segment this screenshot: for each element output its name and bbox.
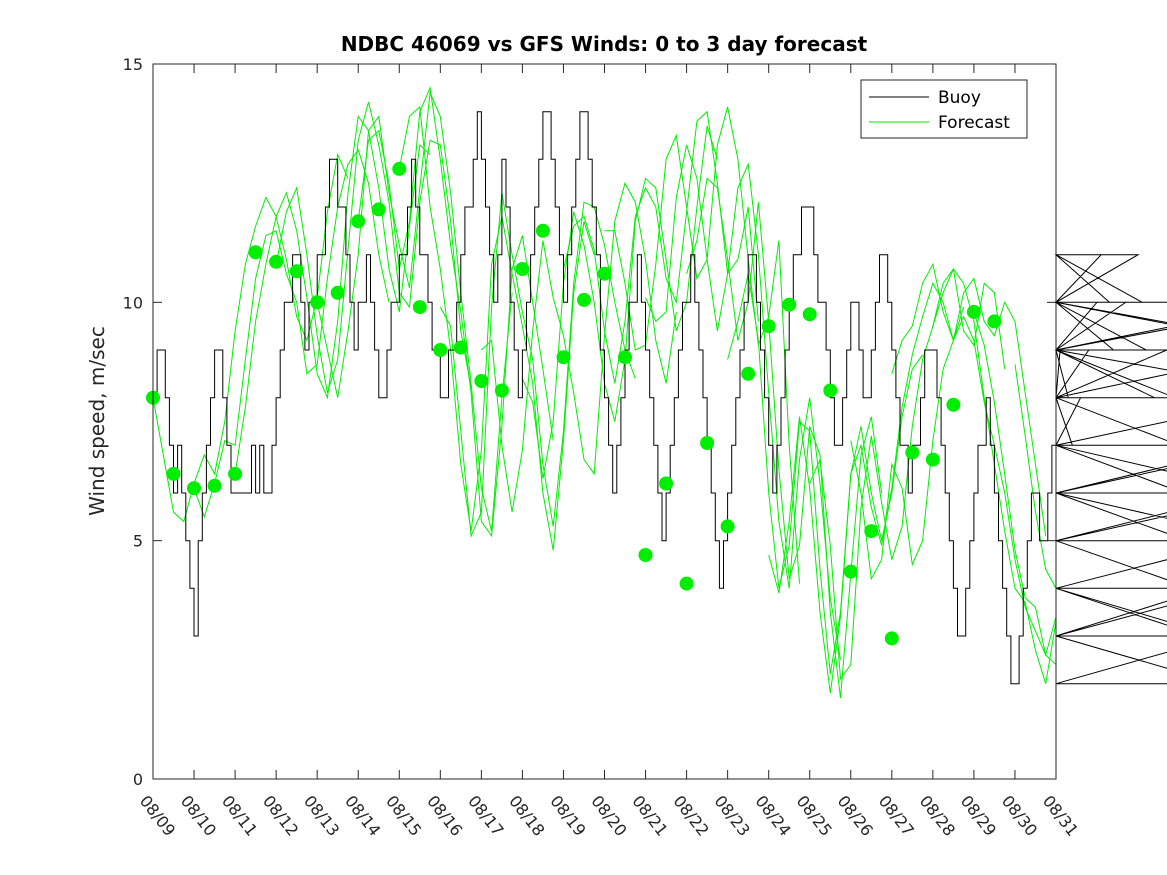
forecast-markers bbox=[146, 161, 1002, 646]
forecast-marker-35 bbox=[864, 524, 879, 539]
forecast-marker-12 bbox=[392, 161, 407, 176]
forecast-marker-32 bbox=[802, 307, 817, 322]
legend: Buoy Forecast bbox=[860, 79, 1028, 139]
forecast-marker-23 bbox=[618, 350, 632, 365]
forecast-marker-8 bbox=[310, 295, 325, 310]
forecast-series bbox=[152, 85, 1057, 699]
plot-area bbox=[153, 64, 1056, 779]
forecast-run-line-6 bbox=[398, 105, 595, 551]
forecast-run-line-7 bbox=[439, 192, 636, 538]
forecast-marker-24 bbox=[638, 548, 653, 562]
forecast-marker-26 bbox=[679, 576, 694, 591]
legend-forecast-label: Forecast bbox=[938, 113, 1010, 133]
forecast-marker-27 bbox=[700, 436, 715, 450]
forecast-run-line-12 bbox=[645, 144, 841, 660]
forecast-marker-29 bbox=[741, 366, 756, 381]
forecast-marker-3 bbox=[207, 478, 222, 493]
forecast-run-line-18 bbox=[891, 262, 1057, 657]
forecast-marker-10 bbox=[351, 214, 366, 229]
chart-title: NDBC 46069 vs GFS Winds: 0 to 3 day fore… bbox=[341, 32, 868, 56]
forecast-marker-16 bbox=[474, 374, 489, 388]
forecast-marker-13 bbox=[412, 300, 427, 315]
forecast-run-line-15 bbox=[768, 282, 965, 694]
forecast-marker-6 bbox=[269, 254, 284, 269]
y-tick-label-1: 5 bbox=[133, 532, 143, 551]
forecast-marker-20 bbox=[556, 350, 571, 365]
forecast-marker-25 bbox=[659, 476, 674, 491]
forecast-marker-5 bbox=[248, 245, 263, 260]
forecast-marker-15 bbox=[453, 340, 468, 355]
forecast-run-line-8 bbox=[481, 181, 677, 513]
forecast-marker-14 bbox=[433, 343, 448, 357]
forecast-marker-36 bbox=[884, 631, 899, 646]
forecast-run-line-2 bbox=[234, 115, 431, 474]
forecast-marker-41 bbox=[987, 314, 1002, 329]
forecast-run-line-17 bbox=[850, 277, 1047, 581]
forecast-marker-4 bbox=[228, 466, 243, 481]
forecast-marker-22 bbox=[597, 266, 612, 281]
forecast-marker-9 bbox=[330, 285, 345, 300]
forecast-marker-21 bbox=[577, 292, 591, 307]
forecast-marker-30 bbox=[761, 319, 776, 334]
forecast-run-line-9 bbox=[521, 125, 718, 479]
forecast-marker-17 bbox=[494, 383, 509, 398]
forecast-marker-18 bbox=[515, 262, 530, 276]
forecast-run-line-4 bbox=[316, 90, 513, 532]
forecast-marker-39 bbox=[946, 397, 961, 412]
forecast-run-line-10 bbox=[563, 110, 759, 384]
forecast-marker-38 bbox=[925, 452, 940, 467]
forecast-marker-1 bbox=[166, 466, 181, 481]
legend-buoy-label: Buoy bbox=[938, 88, 981, 108]
forecast-marker-19 bbox=[535, 223, 550, 238]
y-axis-label: Wind speed, m/sec bbox=[85, 326, 109, 516]
forecast-marker-33 bbox=[823, 383, 838, 398]
y-tick-label-2: 10 bbox=[123, 293, 143, 312]
y-tick-label-0: 0 bbox=[133, 770, 143, 789]
forecast-marker-34 bbox=[843, 564, 858, 579]
forecast-run-line-5 bbox=[357, 85, 554, 538]
y-axis-ticks: 0 5 10 15 bbox=[123, 55, 1056, 789]
forecast-run-line-14 bbox=[727, 273, 924, 675]
forecast-marker-40 bbox=[966, 304, 981, 319]
legend-box bbox=[860, 79, 1028, 139]
forecast-marker-28 bbox=[720, 519, 735, 534]
forecast-marker-31 bbox=[782, 297, 797, 312]
forecast-run-line-16 bbox=[809, 267, 1006, 681]
forecast-run-line-13 bbox=[686, 177, 883, 699]
forecast-marker-11 bbox=[371, 202, 386, 217]
forecast-marker-37 bbox=[905, 445, 920, 460]
forecast-marker-2 bbox=[187, 481, 201, 496]
y-tick-label-3: 15 bbox=[123, 55, 143, 74]
forecast-marker-7 bbox=[289, 264, 304, 279]
